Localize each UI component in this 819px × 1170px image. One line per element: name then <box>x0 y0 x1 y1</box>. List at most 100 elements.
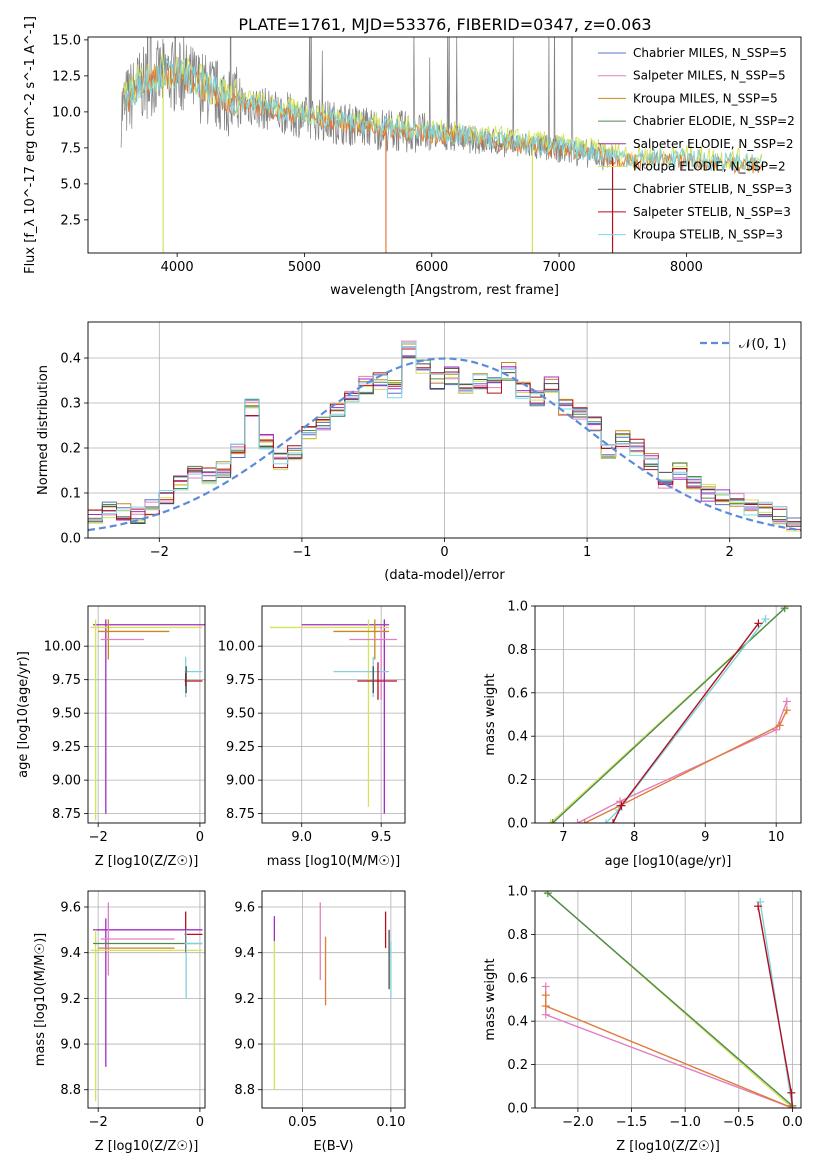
legend-entry: Salpeter ELODIE, N_SSP=2 <box>633 137 794 151</box>
plot-area <box>269 619 398 814</box>
axes-frame <box>87 605 206 824</box>
y-tick-label: 10.00 <box>218 640 255 655</box>
chart-massweight-vs-Z: −2.0 −1.5 −1.0 −0.5 0.0 0.0 0.2 0.4 0.6 0.8 1.0 Z [… <box>483 885 803 1155</box>
y-tick-label: 10.0 <box>52 105 81 120</box>
x-tick-label: 9.5 <box>371 830 392 845</box>
y-tick-label: 0.8 <box>507 643 528 658</box>
y-tick-label: 0.1 <box>60 487 81 502</box>
plot-area <box>88 340 801 532</box>
axes-frame <box>87 321 802 539</box>
x-axis-label: wavelength [Angstrom, rest frame] <box>330 283 559 298</box>
y-tick-label: 9.75 <box>226 673 255 688</box>
x-tick-label: 7000 <box>543 260 576 275</box>
x-tick-label: −2 <box>89 1115 108 1130</box>
x-tick-label: 10 <box>768 830 785 845</box>
y-axis-label: Flux [f_λ 10^-17 erg cm^-2 s^-1 A^-1] <box>23 16 38 274</box>
y-tick-label: 0.0 <box>60 532 81 547</box>
x-axis-label: Z [log10(Z/Z☉)] <box>616 1139 720 1154</box>
x-tick-label: −2 <box>150 545 169 560</box>
y-tick-label: 0.0 <box>507 817 528 832</box>
x-axis-label: Z [log10(Z/Z☉)] <box>95 854 199 869</box>
y-tick-label: 0.4 <box>507 730 528 745</box>
y-tick-label: 9.0 <box>60 1038 81 1053</box>
chart-mass-vs-ebv: 0.05 0.10 8.8 9.0 9.2 9.4 9.6 E(B-V) <box>234 890 406 1154</box>
figure-title: PLATE=1761, MJD=53376, FIBERID=0347, z=0… <box>238 15 651 34</box>
y-tick-label: 0.0 <box>507 1102 528 1117</box>
histogram-step <box>88 341 801 524</box>
y-axis-label: Normed distribution <box>36 365 51 495</box>
legend-entry: Salpeter STELIB, N_SSP=3 <box>633 205 791 219</box>
y-axis-label: mass [log10(M/M☉)] <box>33 933 48 1066</box>
normal-curve <box>88 357 801 532</box>
y-axis-label: mass weight <box>483 673 498 755</box>
x-tick-label: 1 <box>583 545 591 560</box>
y-tick-label: 9.0 <box>234 1038 255 1053</box>
y-tick-label: 5.0 <box>60 177 81 192</box>
plot-area <box>90 902 203 1102</box>
x-tick-label: 6000 <box>415 260 448 275</box>
y-tick-label: 0.2 <box>507 1058 528 1073</box>
y-tick-label: 8.75 <box>226 807 255 822</box>
y-tick-label: 0.6 <box>507 686 528 701</box>
mass-weight-line <box>577 701 788 823</box>
x-tick-label: −1.0 <box>669 1115 701 1130</box>
axes-frame <box>87 890 206 1109</box>
y-tick-label: 0.6 <box>507 971 528 986</box>
x-axis-label: Z [log10(Z/Z☉)] <box>95 1139 199 1154</box>
legend-entry: Kroupa ELODIE, N_SSP=2 <box>633 160 786 174</box>
y-tick-label: 9.25 <box>52 740 81 755</box>
y-tick-label: 8.8 <box>234 1083 255 1098</box>
x-tick-label: −0.5 <box>723 1115 755 1130</box>
model-orange-line <box>123 62 763 175</box>
y-tick-label: 9.2 <box>234 992 255 1007</box>
plot-area <box>120 37 763 253</box>
y-tick-label: 9.50 <box>52 707 81 722</box>
x-tick-label: 8 <box>630 830 638 845</box>
axes-frame <box>261 605 406 824</box>
axes-frame <box>87 36 802 254</box>
y-tick-label: 0.3 <box>60 397 81 412</box>
y-axis-label: mass weight <box>483 958 498 1040</box>
chart-spectrum: 4000 5000 6000 7000 8000 2.5 5.0 7.5 10.0 12.5 15.… <box>23 16 802 298</box>
y-tick-label: 9.2 <box>60 992 81 1007</box>
mass-weight-line <box>584 709 788 823</box>
x-tick-label: 0 <box>196 1115 204 1130</box>
y-tick-label: 15.0 <box>52 33 81 48</box>
x-tick-label: 9.0 <box>291 830 312 845</box>
y-tick-label: 9.00 <box>226 774 255 789</box>
legend-entry: 𝒩(0, 1) <box>739 337 786 352</box>
legend-entry: Chabrier ELODIE, N_SSP=2 <box>633 114 795 128</box>
y-tick-label: 8.8 <box>60 1083 81 1098</box>
x-tick-label: 0 <box>196 830 204 845</box>
y-tick-label: 0.4 <box>60 352 81 367</box>
chart-massweight-vs-age: 7 8 9 10 0.0 0.2 0.4 0.6 0.8 1.0 age [log10(age/yr… <box>483 600 802 869</box>
x-tick-label: 5000 <box>288 260 321 275</box>
legend-entry: Kroupa MILES, N_SSP=5 <box>633 91 778 105</box>
x-tick-label: −1.5 <box>616 1115 648 1130</box>
y-tick-label: 9.4 <box>234 946 255 961</box>
axes-frame <box>534 890 802 1109</box>
x-axis-label: mass [log10(M/M☉)] <box>267 854 400 869</box>
y-tick-label: 7.5 <box>60 141 81 156</box>
y-tick-label: 1.0 <box>507 885 528 900</box>
x-tick-label: 0 <box>440 545 448 560</box>
x-tick-label: 0.0 <box>782 1115 803 1130</box>
x-tick-label: 0.05 <box>288 1115 317 1130</box>
y-tick-label: 0.4 <box>507 1015 528 1030</box>
plot-area <box>541 891 797 1108</box>
y-tick-label: 9.75 <box>52 673 81 688</box>
x-tick-label: 2 <box>726 545 734 560</box>
y-tick-label: 9.6 <box>234 900 255 915</box>
plot-area <box>90 619 205 821</box>
y-tick-label: 0.2 <box>60 442 81 457</box>
chart-age-vs-Z: −2 0 8.75 9.00 9.25 9.50 9.75 10.00 Z [log10(Z/Z… <box>16 605 206 869</box>
legend-entry: Kroupa STELIB, N_SSP=3 <box>633 228 783 242</box>
x-tick-label: −2.0 <box>562 1115 594 1130</box>
legend-entry: Chabrier STELIB, N_SSP=3 <box>633 182 792 196</box>
y-tick-label: 2.5 <box>60 213 81 228</box>
y-tick-label: 9.4 <box>60 946 81 961</box>
y-tick-label: 0.2 <box>507 773 528 788</box>
x-tick-label: −1 <box>292 545 311 560</box>
axes-frame <box>261 890 406 1109</box>
